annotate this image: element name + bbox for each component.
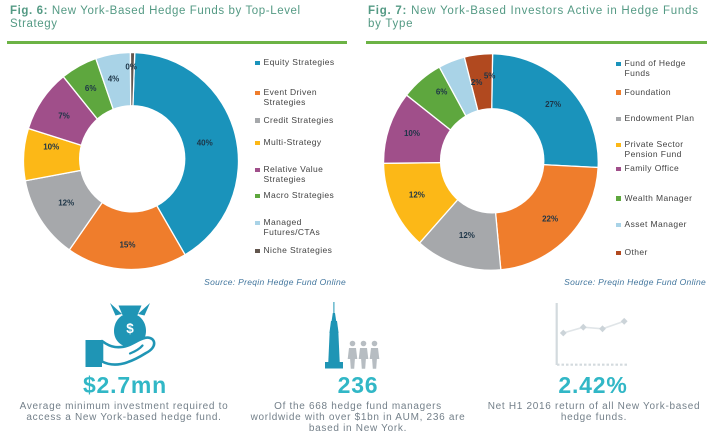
svg-text:12%: 12%: [409, 191, 425, 200]
svg-text:$: $: [126, 321, 134, 336]
svg-text:15%: 15%: [119, 241, 135, 250]
svg-text:27%: 27%: [545, 100, 561, 109]
svg-text:7%: 7%: [58, 111, 70, 120]
svg-text:4%: 4%: [108, 75, 120, 84]
svg-text:6%: 6%: [436, 87, 448, 96]
svg-text:40%: 40%: [197, 138, 213, 147]
svg-text:2%: 2%: [471, 78, 483, 87]
svg-text:10%: 10%: [43, 143, 59, 152]
svg-text:0%: 0%: [125, 62, 137, 71]
svg-text:12%: 12%: [58, 199, 74, 208]
svg-text:22%: 22%: [542, 215, 558, 224]
svg-text:10%: 10%: [404, 129, 420, 138]
svg-text:5%: 5%: [484, 71, 496, 80]
svg-text:12%: 12%: [459, 231, 475, 240]
svg-text:6%: 6%: [85, 84, 97, 93]
